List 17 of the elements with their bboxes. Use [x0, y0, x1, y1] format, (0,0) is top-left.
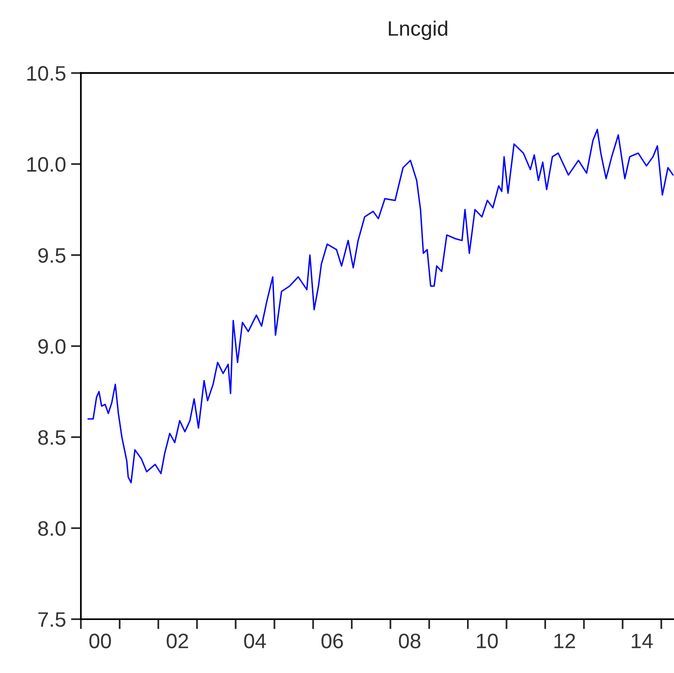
x-tick-label: 14	[632, 634, 653, 648]
x-tick-label: 08	[398, 634, 420, 648]
y-tick-label: 8.5	[38, 430, 66, 445]
x-tick-label: 00	[89, 634, 111, 648]
x-tick-label: 02	[166, 634, 188, 648]
y-tick-label: 10.5	[27, 66, 66, 81]
y-tick-label: 9.5	[38, 248, 66, 263]
y-tick-label: 7.5	[38, 612, 66, 627]
x-tick-label: 12	[554, 634, 576, 648]
x-tick-label: 04	[244, 634, 266, 648]
y-tick-label: 10.0	[27, 157, 66, 172]
y-tick-label: 8.0	[38, 521, 66, 536]
chart-title: Lncgid	[388, 20, 448, 40]
x-tick-label: 06	[321, 634, 343, 648]
y-tick-label: 9.0	[38, 339, 66, 354]
line-series	[87, 128, 674, 484]
x-tick-label: 10	[477, 634, 498, 648]
